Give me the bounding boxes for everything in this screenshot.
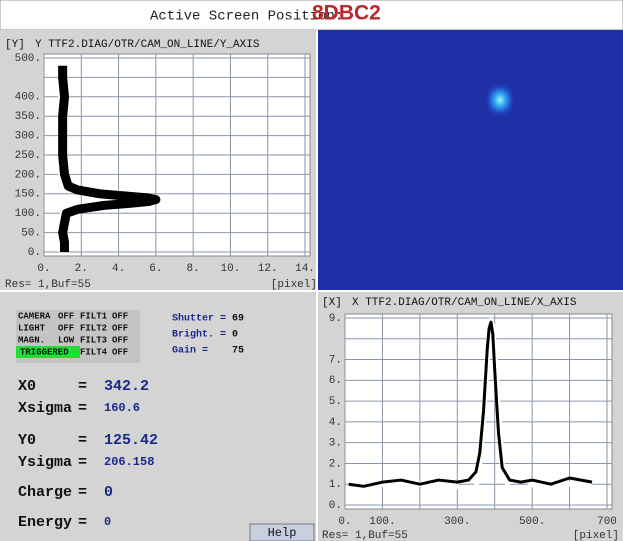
x-axis-label: [pixel] (573, 530, 619, 541)
y-tick-label: 500. (15, 53, 41, 65)
measure-sign: = (78, 378, 87, 395)
status-label: MAGN. (18, 335, 45, 345)
status-value: LOW (58, 335, 75, 345)
measure-value: 160.6 (104, 401, 140, 415)
x-tick-label: 10. (221, 263, 241, 275)
setting-label: Gain = (172, 345, 208, 357)
y-tick-label: 100. (15, 208, 41, 220)
y-tick-label: 300. (15, 131, 41, 143)
x-tick-label: 8. (187, 263, 200, 275)
setting-value: 69 (232, 314, 244, 325)
status-label: FILT2 (80, 323, 107, 333)
chart-title: X TTF2.DIAG/OTR/CAM_ON_LINE/X_AXIS (352, 297, 577, 309)
status-value: OFF (112, 335, 128, 345)
setting-value: 0 (232, 330, 238, 341)
x-tick-label: 6. (149, 263, 162, 275)
y-tick-label: 150. (15, 189, 41, 201)
y-tick-label: 0. (28, 247, 41, 259)
measure-sign: = (78, 400, 87, 417)
help-label[interactable]: Help (268, 526, 297, 540)
measure-label: Charge (18, 484, 72, 501)
status-label: FILT1 (80, 311, 108, 321)
measure-sign: = (78, 484, 87, 501)
y-tick-label: 400. (15, 92, 41, 104)
status-label: FILT4 (80, 347, 108, 357)
measurements: X0 = 342.2 Xsigma = 160.6 Y0 = 125.42 Ysigma = 206.… (18, 378, 158, 531)
axis-tag: [X] (322, 297, 342, 309)
x-tick-label: 100. (369, 516, 395, 528)
y-tick-label: 0. (329, 500, 342, 512)
measure-sign: = (78, 454, 87, 471)
measure-value: 206.158 (104, 455, 154, 469)
x-tick-label: 300. (444, 516, 470, 528)
measure-value: 0 (104, 515, 111, 529)
measure-value: 125.42 (104, 432, 158, 449)
axis-tag: [Y] (5, 39, 25, 51)
status-value: OFF (58, 311, 74, 321)
header-position: 8DBC2 (312, 2, 381, 25)
y-tick-label: 2. (329, 458, 342, 470)
status-label: FILT3 (80, 335, 107, 345)
y-tick-label: 250. (15, 150, 41, 162)
measure-value: 0 (104, 484, 113, 501)
y-tick-label: 5. (329, 396, 342, 408)
x-tick-label: 2. (75, 263, 88, 275)
measure-label: X0 (18, 378, 36, 395)
y-tick-label: 4. (329, 417, 342, 429)
setting-label: Bright. = (172, 329, 226, 341)
screen: Active Screen Position: 8DBC2 CAMERAOFFF… (0, 0, 623, 541)
measure-label: Ysigma (18, 454, 72, 471)
status-value: OFF (112, 311, 128, 321)
status-label: TRIGGERED (20, 347, 69, 357)
x-tick-label: 0. (37, 263, 50, 275)
camera-settings: Shutter = 69 Bright. = 0 Gain = 75 (172, 313, 244, 357)
y-tick-label: 350. (15, 111, 41, 123)
setting-value: 75 (232, 346, 244, 357)
status-value: OFF (112, 323, 128, 333)
chart-title: Y TTF2.DIAG/OTR/CAM_ON_LINE/Y_AXIS (35, 39, 260, 51)
measure-label: Xsigma (18, 400, 72, 417)
y-tick-label: 6. (329, 375, 342, 387)
beam-spot (484, 82, 516, 118)
y-tick-label: 7. (329, 354, 342, 366)
x-tick-label: 14. (295, 263, 315, 275)
status-label: LIGHT (18, 323, 46, 333)
buffer-info: Res= 1,Buf=55 (5, 279, 91, 291)
x-tick-label: 12. (258, 263, 278, 275)
x-tick-label: 700 (597, 516, 617, 528)
x-axis-label: [pixel] (271, 279, 317, 291)
x-tick-label: 500. (519, 516, 545, 528)
camera-image (318, 30, 623, 290)
status-value: OFF (112, 347, 128, 357)
y-tick-label: 1. (329, 479, 342, 491)
measure-label: Energy (18, 514, 72, 531)
y-tick-label: 50. (21, 228, 41, 240)
setting-label: Shutter = (172, 313, 226, 325)
status-label: CAMERA (18, 311, 51, 321)
status-value: OFF (58, 323, 74, 333)
y-tick-label: 3. (329, 438, 342, 450)
measure-sign: = (78, 514, 87, 531)
y-tick-label: 200. (15, 169, 41, 181)
buffer-info: Res= 1,Buf=55 (322, 530, 408, 541)
camera-status: CAMERA OFF FILT1 OFF LIGHT OFF FILT2 OFF MAGN. LO… (16, 310, 140, 363)
measure-sign: = (78, 432, 87, 449)
measure-value: 342.2 (104, 378, 149, 395)
x-tick-label: 0. (338, 516, 351, 528)
y-tick-label: 9. (329, 313, 342, 325)
x-tick-label: 4. (112, 263, 125, 275)
measure-label: Y0 (18, 432, 36, 449)
